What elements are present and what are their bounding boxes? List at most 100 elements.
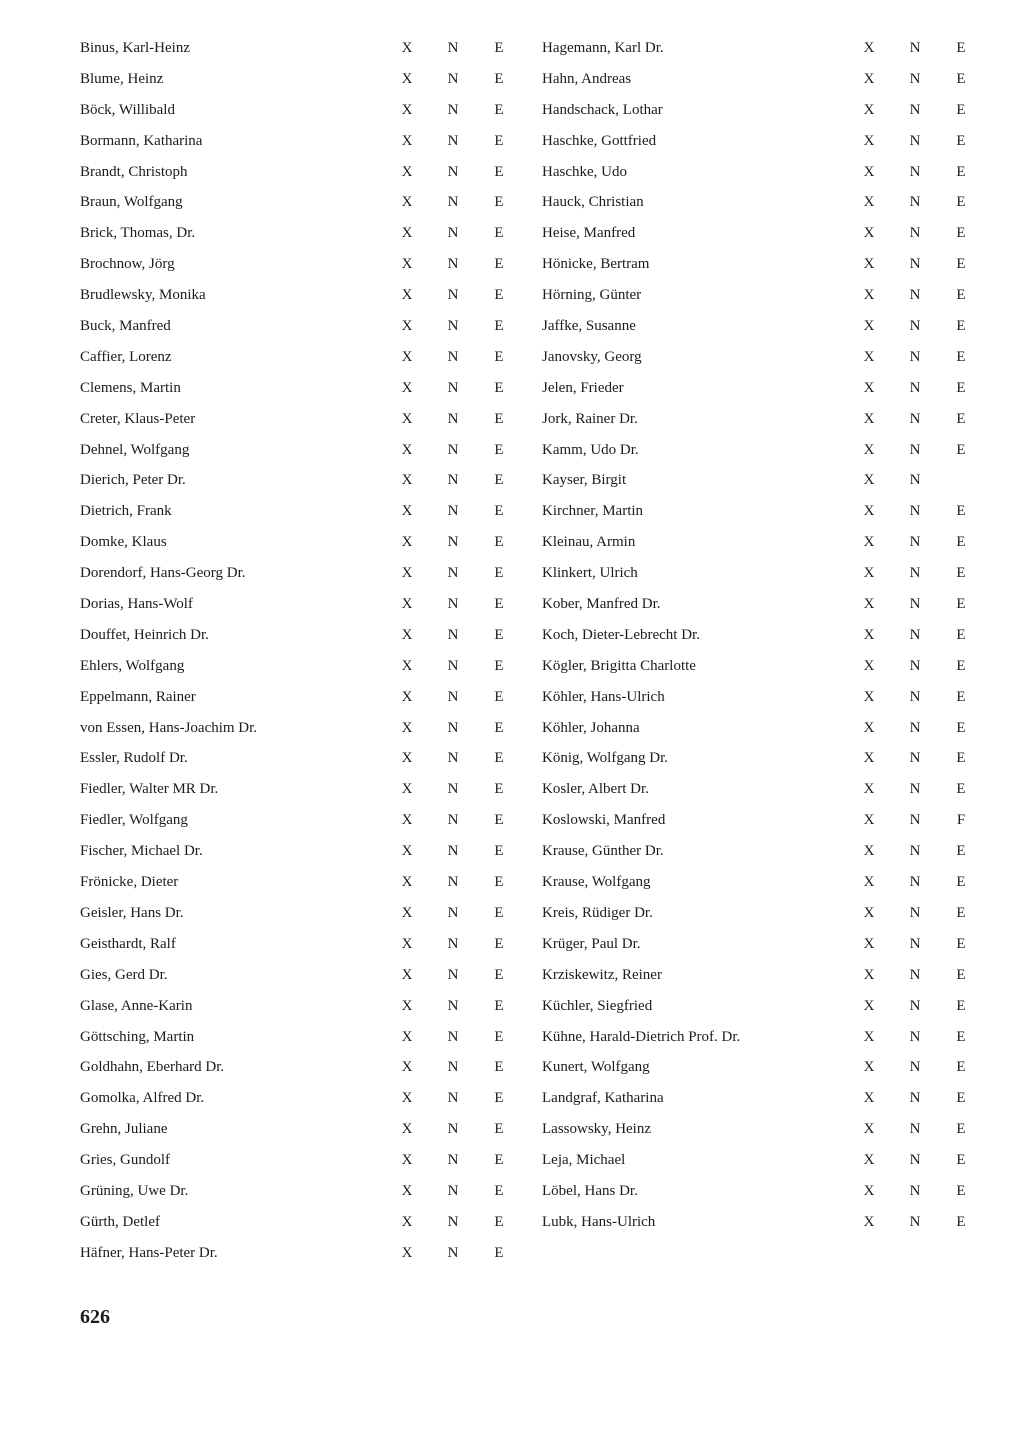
person-name: Blume, Heinz bbox=[80, 71, 384, 88]
mark-c3: E bbox=[476, 380, 522, 397]
mark-c2: N bbox=[892, 133, 938, 150]
list-row: Braun, WolfgangXNE bbox=[80, 194, 522, 225]
mark-c2: N bbox=[430, 256, 476, 273]
person-name: Gies, Gerd Dr. bbox=[80, 967, 384, 984]
mark-c3: E bbox=[476, 1059, 522, 1076]
list-row: Hauck, ChristianXNE bbox=[542, 194, 984, 225]
list-row: Küchler, SiegfriedXNE bbox=[542, 998, 984, 1029]
mark-c3: E bbox=[938, 133, 984, 150]
mark-c2: N bbox=[430, 225, 476, 242]
mark-c3: E bbox=[938, 318, 984, 335]
mark-c2: N bbox=[430, 349, 476, 366]
mark-c2: N bbox=[892, 1152, 938, 1169]
mark-c1: X bbox=[846, 1059, 892, 1076]
mark-c1: X bbox=[846, 411, 892, 428]
mark-c3: E bbox=[938, 71, 984, 88]
mark-c1: X bbox=[384, 658, 430, 675]
mark-c3: E bbox=[938, 905, 984, 922]
list-row: Jelen, FriederXNE bbox=[542, 380, 984, 411]
mark-c2: N bbox=[430, 905, 476, 922]
person-name: Koslowski, Manfred bbox=[542, 812, 846, 829]
person-name: Braun, Wolfgang bbox=[80, 194, 384, 211]
mark-c3: E bbox=[476, 967, 522, 984]
mark-c1: X bbox=[846, 1029, 892, 1046]
mark-c2: N bbox=[430, 40, 476, 57]
mark-c2: N bbox=[430, 534, 476, 551]
person-name: Eppelmann, Rainer bbox=[80, 689, 384, 706]
mark-c3: E bbox=[476, 256, 522, 273]
person-name: Küchler, Siegfried bbox=[542, 998, 846, 1015]
mark-c2: N bbox=[892, 1090, 938, 1107]
list-row: Böck, WillibaldXNE bbox=[80, 102, 522, 133]
person-name: Kosler, Albert Dr. bbox=[542, 781, 846, 798]
mark-c3: E bbox=[476, 411, 522, 428]
mark-c1: X bbox=[384, 720, 430, 737]
two-column-layout: Binus, Karl-HeinzXNEBlume, HeinzXNEBöck,… bbox=[80, 40, 984, 1276]
person-name: Dehnel, Wolfgang bbox=[80, 442, 384, 459]
mark-c2: N bbox=[430, 596, 476, 613]
mark-c2: N bbox=[892, 503, 938, 520]
mark-c2: N bbox=[892, 349, 938, 366]
person-name: Binus, Karl-Heinz bbox=[80, 40, 384, 57]
list-row: Blume, HeinzXNE bbox=[80, 71, 522, 102]
list-row: Hörning, GünterXNE bbox=[542, 287, 984, 318]
mark-c3: E bbox=[938, 874, 984, 891]
person-name: Frönicke, Dieter bbox=[80, 874, 384, 891]
mark-c3: E bbox=[476, 1214, 522, 1231]
list-row: Brochnow, JörgXNE bbox=[80, 256, 522, 287]
mark-c1: X bbox=[846, 750, 892, 767]
person-name: Haschke, Udo bbox=[542, 164, 846, 181]
list-row: Bormann, KatharinaXNE bbox=[80, 133, 522, 164]
list-row: Goldhahn, Eberhard Dr.XNE bbox=[80, 1059, 522, 1090]
mark-c3: E bbox=[476, 1152, 522, 1169]
mark-c1: X bbox=[384, 905, 430, 922]
person-name: Goldhahn, Eberhard Dr. bbox=[80, 1059, 384, 1076]
mark-c2: N bbox=[892, 225, 938, 242]
mark-c1: X bbox=[384, 1090, 430, 1107]
mark-c1: X bbox=[846, 287, 892, 304]
mark-c1: X bbox=[384, 164, 430, 181]
person-name: Krüger, Paul Dr. bbox=[542, 936, 846, 953]
mark-c1: X bbox=[384, 102, 430, 119]
mark-c2: N bbox=[430, 1183, 476, 1200]
person-name: Douffet, Heinrich Dr. bbox=[80, 627, 384, 644]
list-row: Landgraf, KatharinaXNE bbox=[542, 1090, 984, 1121]
list-row: Gürth, DetlefXNE bbox=[80, 1214, 522, 1245]
person-name: Dierich, Peter Dr. bbox=[80, 472, 384, 489]
list-row: Kamm, Udo Dr.XNE bbox=[542, 442, 984, 473]
mark-c3: E bbox=[938, 843, 984, 860]
mark-c3: E bbox=[938, 349, 984, 366]
person-name: Fischer, Michael Dr. bbox=[80, 843, 384, 860]
mark-c2: N bbox=[892, 1214, 938, 1231]
person-name: Domke, Klaus bbox=[80, 534, 384, 551]
mark-c1: X bbox=[846, 1121, 892, 1138]
mark-c3: E bbox=[476, 658, 522, 675]
person-name: Hönicke, Bertram bbox=[542, 256, 846, 273]
list-row: Kayser, BirgitXN bbox=[542, 472, 984, 503]
mark-c3: E bbox=[476, 349, 522, 366]
mark-c2: N bbox=[892, 411, 938, 428]
mark-c3: E bbox=[476, 905, 522, 922]
list-row: Heise, ManfredXNE bbox=[542, 225, 984, 256]
list-row: Eppelmann, RainerXNE bbox=[80, 689, 522, 720]
person-name: von Essen, Hans-Joachim Dr. bbox=[80, 720, 384, 737]
mark-c1: X bbox=[384, 40, 430, 57]
person-name: Gomolka, Alfred Dr. bbox=[80, 1090, 384, 1107]
person-name: Klinkert, Ulrich bbox=[542, 565, 846, 582]
mark-c1: X bbox=[846, 565, 892, 582]
mark-c2: N bbox=[892, 998, 938, 1015]
mark-c2: N bbox=[430, 750, 476, 767]
person-name: Hahn, Andreas bbox=[542, 71, 846, 88]
mark-c2: N bbox=[892, 256, 938, 273]
page-number: 626 bbox=[80, 1306, 110, 1329]
person-name: Grüning, Uwe Dr. bbox=[80, 1183, 384, 1200]
mark-c2: N bbox=[892, 627, 938, 644]
mark-c2: N bbox=[430, 472, 476, 489]
mark-c1: X bbox=[384, 442, 430, 459]
person-name: Clemens, Martin bbox=[80, 380, 384, 397]
person-name: Kober, Manfred Dr. bbox=[542, 596, 846, 613]
mark-c3: E bbox=[476, 998, 522, 1015]
list-row: Hagemann, Karl Dr.XNE bbox=[542, 40, 984, 71]
mark-c3: E bbox=[938, 565, 984, 582]
person-name: Krause, Wolfgang bbox=[542, 874, 846, 891]
